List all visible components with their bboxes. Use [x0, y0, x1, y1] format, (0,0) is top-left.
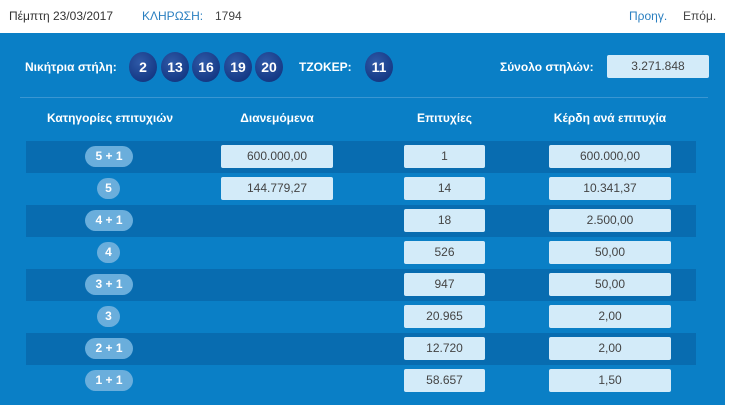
prize-value: 10.341,37: [549, 177, 671, 200]
prize-value: 600.000,00: [549, 145, 671, 168]
total-columns-value: 3.271.848: [607, 55, 709, 78]
draw-label: ΚΛΗΡΩΣΗ:: [142, 9, 204, 23]
category-badge: 4: [97, 242, 120, 263]
table-row: 3 20.965 2,00: [26, 301, 696, 333]
prize-value: 1,50: [549, 369, 671, 392]
total-columns-label: Σύνολο στηλών:: [500, 60, 594, 74]
winners-value: 20.965: [404, 305, 485, 328]
joker-ball: 11: [365, 52, 393, 82]
table-row: 1 + 1 58.657 1,50: [26, 365, 696, 397]
category-badge: 3: [97, 306, 120, 327]
winners-value: 526: [404, 241, 485, 264]
next-draw-link[interactable]: Επόμ.: [683, 9, 717, 23]
winning-ball: 13: [161, 52, 189, 82]
category-badge: 4 + 1: [85, 210, 133, 231]
column-header-categories: Κατηγορίες επιτυχιών: [46, 111, 174, 125]
winners-value: 947: [404, 273, 485, 296]
distributed-value: 600.000,00: [221, 145, 333, 168]
winning-ball: 2: [129, 52, 157, 82]
results-panel: Νικήτρια στήλη: 2 13 16 19 20 ΤΖΟΚΕΡ: 11…: [0, 33, 725, 405]
winners-value: 58.657: [404, 369, 485, 392]
draw-header: Πέμπτη 23/03/2017 ΚΛΗΡΩΣΗ: 1794 Προηγ. Ε…: [0, 0, 730, 33]
winners-value: 1: [404, 145, 485, 168]
prize-value: 2,00: [549, 305, 671, 328]
category-badge: 3 + 1: [85, 274, 133, 295]
column-header-prize: Κέρδη ανά επιτυχία: [553, 111, 667, 125]
prize-value: 2.500,00: [549, 209, 671, 232]
prize-value: 50,00: [549, 273, 671, 296]
category-badge: 5: [97, 178, 120, 199]
winners-value: 12.720: [404, 337, 485, 360]
category-badge: 5 + 1: [85, 146, 133, 167]
table-row: 3 + 1 947 50,00: [26, 269, 696, 301]
prize-value: 50,00: [549, 241, 671, 264]
column-header-distributed: Διανεμόμενα: [240, 111, 314, 125]
table-row: 4 + 1 18 2.500,00: [26, 205, 696, 237]
winning-ball: 16: [192, 52, 220, 82]
winning-ball: 20: [255, 52, 283, 82]
divider: [20, 97, 708, 98]
joker-label: ΤΖΟΚΕΡ:: [299, 60, 352, 74]
table-row: 5 144.779,27 14 10.341,37: [26, 173, 696, 205]
table-row: 2 + 1 12.720 2,00: [26, 333, 696, 365]
distributed-value: 144.779,27: [221, 177, 333, 200]
previous-draw-link[interactable]: Προηγ.: [629, 9, 668, 23]
prize-value: 2,00: [549, 337, 671, 360]
draw-date: Πέμπτη 23/03/2017: [9, 9, 114, 23]
table-row: 4 526 50,00: [26, 237, 696, 269]
category-badge: 1 + 1: [85, 370, 133, 391]
category-badge: 2 + 1: [85, 338, 133, 359]
winners-value: 18: [404, 209, 485, 232]
winning-column-label: Νικήτρια στήλη:: [25, 60, 117, 74]
draw-number: 1794: [215, 9, 242, 23]
winning-ball: 19: [224, 52, 252, 82]
winners-value: 14: [404, 177, 485, 200]
table-row: 5 + 1 600.000,00 1 600.000,00: [26, 141, 696, 173]
column-header-winners: Επιτυχίες: [416, 111, 473, 125]
